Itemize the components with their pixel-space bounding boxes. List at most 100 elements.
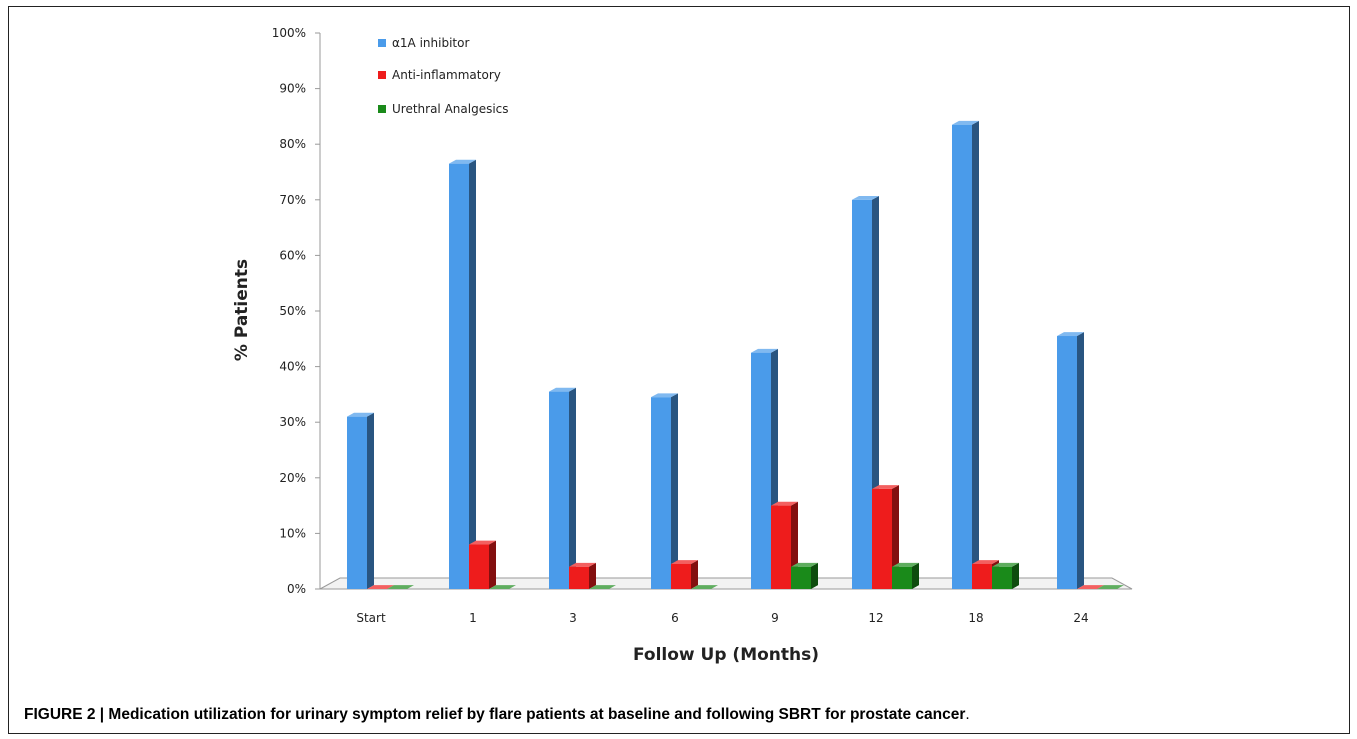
bar-top xyxy=(589,585,616,589)
bar-front xyxy=(671,563,691,589)
bar-front xyxy=(469,544,489,589)
legend: α1A inhibitor Anti-inflammatory Urethral A… xyxy=(378,36,509,116)
caption-bold: FIGURE 2 | Medication utilization for ur… xyxy=(24,706,966,723)
bar-top xyxy=(1077,585,1104,589)
figure-caption: FIGURE 2 | Medication utilization for ur… xyxy=(24,706,970,724)
bar-side xyxy=(469,159,476,589)
legend-label: α1A inhibitor xyxy=(392,36,469,50)
x-tick-label: 9 xyxy=(771,611,779,625)
y-tick-label: 40% xyxy=(279,360,306,374)
bar-front xyxy=(449,163,469,589)
x-axis-ticks: Start 1 3 6 9 12 18 24 xyxy=(356,611,1088,625)
x-tick-label: 12 xyxy=(868,611,883,625)
legend-label: Urethral Analgesics xyxy=(392,102,509,116)
bar-front xyxy=(952,124,972,590)
x-tick-label: 3 xyxy=(569,611,577,625)
bar-side xyxy=(1012,562,1019,589)
bar-side xyxy=(671,393,678,589)
bar-urethral-analgesics xyxy=(1097,585,1124,589)
bar-anti-inflammatory xyxy=(671,560,698,589)
bar-top xyxy=(651,393,678,398)
bar-side xyxy=(972,120,979,589)
bar-top xyxy=(469,540,496,545)
y-tick-label: 60% xyxy=(279,248,306,262)
bar-top xyxy=(449,159,476,164)
y-tick-label: 50% xyxy=(279,304,306,318)
legend-swatch xyxy=(378,105,386,113)
bar-top xyxy=(872,485,899,489)
bar-alpha1a xyxy=(347,412,374,589)
bar-top xyxy=(852,195,879,200)
y-tick-label: 30% xyxy=(279,415,306,429)
bar-side xyxy=(1077,332,1084,589)
figure-frame xyxy=(8,6,1350,734)
bar-front xyxy=(972,563,992,589)
bar-anti-inflammatory xyxy=(469,540,496,589)
x-tick-label: 1 xyxy=(469,611,477,625)
bar-side xyxy=(367,412,374,589)
bar-urethral-analgesics xyxy=(791,562,818,589)
legend-label: Anti-inflammatory xyxy=(392,68,501,82)
bar-urethral-analgesics xyxy=(691,585,718,589)
bar-side xyxy=(691,560,698,589)
bar-side xyxy=(811,562,818,589)
bar-front xyxy=(651,397,671,589)
x-tick-label: 6 xyxy=(671,611,679,625)
x-axis-title: Follow Up (Months) xyxy=(633,645,819,665)
bar-alpha1a xyxy=(449,159,476,589)
bar-top xyxy=(691,585,718,589)
bar-front xyxy=(771,505,791,589)
bar-side xyxy=(569,387,576,589)
bar-top xyxy=(972,560,999,564)
bar-urethral-analgesics xyxy=(589,585,616,589)
bar-top xyxy=(569,562,596,567)
bar-front xyxy=(1057,336,1077,589)
bar-side xyxy=(912,562,919,589)
bar-top xyxy=(952,120,979,125)
bar-anti-inflammatory xyxy=(872,485,899,589)
bar-urethral-analgesics xyxy=(387,585,414,589)
legend-swatch xyxy=(378,71,386,79)
bar-top xyxy=(347,412,374,417)
y-tick-label: 90% xyxy=(279,82,306,96)
bar-top xyxy=(1057,332,1084,337)
bar-front xyxy=(347,416,367,589)
bar-top xyxy=(387,585,414,589)
bar-top xyxy=(892,562,919,567)
bars xyxy=(347,120,1124,590)
bar-front xyxy=(852,199,872,590)
bar-top xyxy=(992,562,1019,567)
x-tick-label: Start xyxy=(356,611,386,625)
bar-side xyxy=(589,562,596,589)
chart: 0% 10% 20% 30% 40% 50% 60% 70% 80% 90% 100% Start 1… xyxy=(232,26,1133,665)
bar-urethral-analgesics xyxy=(892,562,919,589)
y-tick-label: 100% xyxy=(272,26,306,40)
x-tick-label: 18 xyxy=(968,611,983,625)
bar-alpha1a xyxy=(952,120,979,590)
y-axis: 0% 10% 20% 30% 40% 50% 60% 70% 80% 90% 100% xyxy=(272,26,321,596)
bar-anti-inflammatory xyxy=(367,585,394,589)
bar-top xyxy=(367,585,394,589)
y-tick-label: 0% xyxy=(287,582,306,596)
bar-top xyxy=(1097,585,1124,589)
bar-front xyxy=(549,391,569,589)
x-tick-label: 24 xyxy=(1073,611,1088,625)
bar-front xyxy=(872,488,892,589)
bar-front xyxy=(791,566,811,589)
y-axis-title: % Patients xyxy=(232,259,252,361)
y-tick-label: 10% xyxy=(279,526,306,540)
bar-top xyxy=(771,501,798,506)
bar-top xyxy=(791,562,818,567)
bar-alpha1a xyxy=(651,393,678,589)
bar-top xyxy=(549,387,576,392)
bar-alpha1a xyxy=(1057,332,1084,589)
bar-front xyxy=(892,566,912,589)
caption-tail: . xyxy=(965,706,970,723)
legend-swatch xyxy=(378,39,386,47)
bar-front xyxy=(992,566,1012,589)
y-tick-label: 70% xyxy=(279,193,306,207)
bar-top xyxy=(671,560,698,564)
bar-anti-inflammatory xyxy=(569,562,596,589)
bar-alpha1a xyxy=(549,387,576,589)
bar-top xyxy=(751,348,778,353)
